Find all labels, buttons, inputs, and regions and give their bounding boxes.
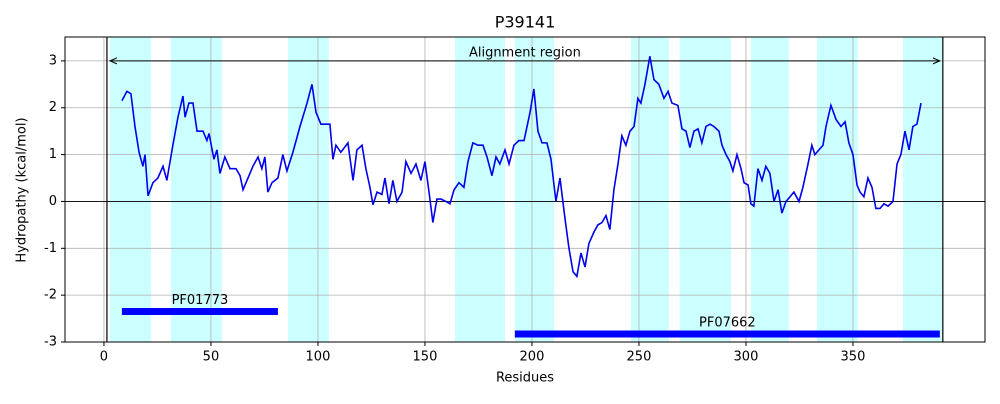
x-tick-label: 0 — [100, 350, 108, 365]
y-axis-label: Hydropathy (kcal/mol) — [15, 117, 30, 262]
y-tick-label: 0 — [49, 194, 57, 209]
plot-frame — [64, 36, 986, 343]
x-tick-label: 100 — [306, 350, 331, 365]
region — [903, 37, 943, 342]
region — [679, 37, 731, 342]
domain-label: PF01773 — [172, 293, 229, 308]
y-tick-label: -2 — [44, 288, 57, 303]
y-tick-label: 1 — [49, 147, 57, 162]
x-tick-label: 350 — [841, 350, 866, 365]
x-tick-label: 300 — [734, 350, 759, 365]
region — [287, 37, 329, 342]
y-tick-label: -3 — [44, 335, 57, 350]
region — [109, 37, 152, 342]
alignment-label: Alignment region — [469, 45, 581, 60]
y-tick-label: 2 — [49, 100, 57, 115]
chart-title: P39141 — [495, 13, 556, 32]
region — [750, 37, 789, 342]
x-tick-label: 150 — [413, 350, 438, 365]
region — [817, 37, 858, 342]
x-tick-label: 200 — [520, 350, 545, 365]
x-tick-label: 250 — [627, 350, 652, 365]
x-axis-label: Residues — [496, 371, 554, 386]
region — [514, 37, 554, 342]
hydropathy-line — [121, 56, 922, 279]
y-tick-label: 3 — [49, 53, 57, 68]
domain-label: PF07662 — [699, 316, 756, 331]
region — [170, 37, 222, 342]
region — [631, 37, 669, 342]
y-tick-label: -1 — [44, 241, 57, 256]
region — [454, 37, 505, 342]
x-tick-label: 50 — [203, 350, 220, 365]
